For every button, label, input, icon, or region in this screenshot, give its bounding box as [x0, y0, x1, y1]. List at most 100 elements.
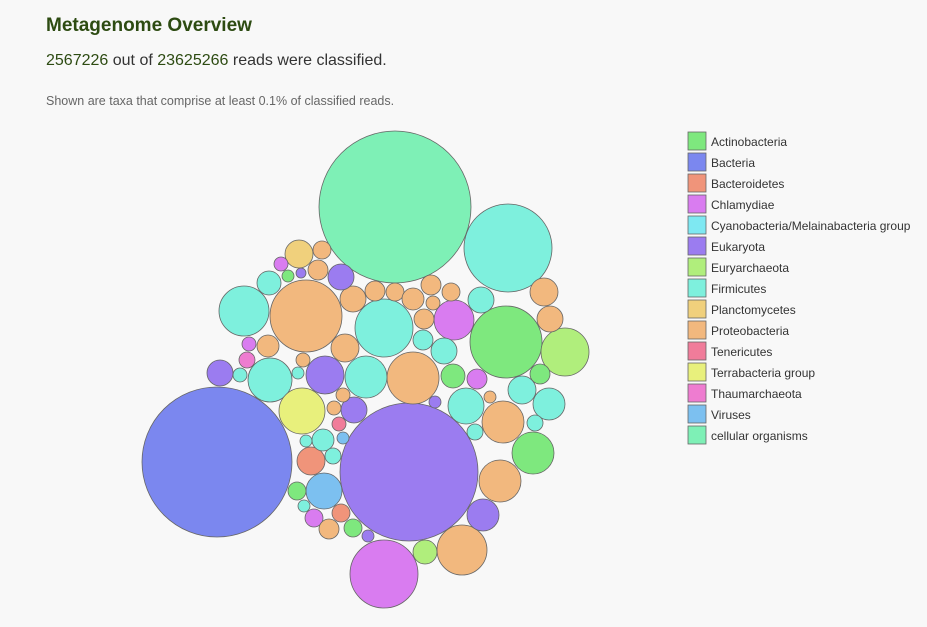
- bubble-tenericutes[interactable]: [331, 416, 347, 432]
- bubble-firmicutes[interactable]: [412, 329, 434, 351]
- bubble-proteobacteria[interactable]: [312, 240, 332, 260]
- bubble-planctomycetes[interactable]: [284, 239, 314, 269]
- legend-label-euryarchaeota: Euryarchaeota: [711, 261, 789, 275]
- bubble-firmicutes[interactable]: [447, 387, 485, 425]
- bubble-firmicutes[interactable]: [291, 366, 305, 380]
- legend-swatch-chlamydiae: [687, 194, 707, 214]
- bubble-proteobacteria[interactable]: [385, 282, 405, 302]
- bubble-actinobacteria[interactable]: [469, 305, 543, 379]
- bubble-proteobacteria[interactable]: [295, 352, 311, 368]
- bubble-proteobacteria[interactable]: [269, 279, 343, 353]
- bubble-eukaryota[interactable]: [361, 529, 375, 543]
- bubble-euryarchaeota[interactable]: [412, 539, 438, 565]
- classified-count: 2567226: [46, 52, 109, 69]
- bubble-chlamydiae[interactable]: [304, 508, 324, 528]
- bubble-bacteroidetes[interactable]: [296, 446, 326, 476]
- bubble-proteobacteria[interactable]: [335, 387, 351, 403]
- bubble-chlamydiae[interactable]: [273, 256, 289, 272]
- bubble-firmicutes[interactable]: [354, 298, 414, 358]
- bubble-firmicutes[interactable]: [467, 286, 495, 314]
- bubble-firmicutes[interactable]: [463, 203, 553, 293]
- bubble-terrabacteria-group[interactable]: [278, 387, 326, 435]
- bubble-proteobacteria[interactable]: [330, 333, 360, 363]
- total-count: 23625266: [157, 52, 229, 69]
- bubble-proteobacteria[interactable]: [529, 277, 559, 307]
- legend-label-terrabacteria-group: Terrabacteria group: [711, 366, 815, 380]
- bubble-eukaryota[interactable]: [327, 263, 355, 291]
- legend-label-cellular-organisms: cellular organisms: [711, 429, 808, 443]
- bubble-proteobacteria[interactable]: [478, 459, 522, 503]
- bubble-eukaryota[interactable]: [305, 355, 345, 395]
- bubble-proteobacteria[interactable]: [386, 351, 440, 405]
- bubble-firmicutes[interactable]: [344, 355, 388, 399]
- bubble-eukaryota[interactable]: [339, 402, 479, 542]
- bubble-proteobacteria[interactable]: [436, 524, 488, 576]
- bubble-actinobacteria[interactable]: [440, 363, 466, 389]
- bubble-actinobacteria[interactable]: [343, 518, 363, 538]
- bubble-actinobacteria[interactable]: [281, 269, 295, 283]
- legend-swatch-tenericutes: [687, 341, 707, 361]
- legend-swatch-eukaryota: [687, 236, 707, 256]
- bubble-viruses[interactable]: [305, 472, 343, 510]
- bubble-firmicutes[interactable]: [247, 357, 293, 403]
- legend-swatch-bacteroidetes: [687, 173, 707, 193]
- bubble-proteobacteria[interactable]: [364, 280, 386, 302]
- bubble-firmicutes[interactable]: [311, 428, 335, 452]
- legend-swatch-viruses: [687, 404, 707, 424]
- bubble-proteobacteria[interactable]: [401, 287, 425, 311]
- bubble-proteobacteria[interactable]: [420, 274, 442, 296]
- bubble-firmicutes[interactable]: [430, 337, 458, 365]
- bubble-eukaryota[interactable]: [295, 267, 307, 279]
- legend-label-proteobacteria: Proteobacteria: [711, 324, 789, 338]
- bubble-proteobacteria[interactable]: [425, 295, 441, 311]
- bubble-firmicutes[interactable]: [466, 423, 484, 441]
- bubble-proteobacteria[interactable]: [481, 400, 525, 444]
- legend-swatch-euryarchaeota: [687, 257, 707, 277]
- bubble-firmicutes[interactable]: [297, 499, 311, 513]
- bubble-firmicutes[interactable]: [532, 387, 566, 421]
- legend-swatch-planctomycetes: [687, 299, 707, 319]
- legend-label-bacteria: Bacteria: [711, 156, 755, 170]
- legend-label-cyanobacteria-melainabacteria-group: Cyanobacteria/Melainabacteria group: [711, 219, 911, 233]
- bubble-eukaryota[interactable]: [206, 359, 234, 387]
- bubble-bacteroidetes[interactable]: [331, 503, 351, 523]
- bubble-proteobacteria[interactable]: [483, 390, 497, 404]
- bubble-proteobacteria[interactable]: [307, 259, 329, 281]
- legend-swatch-cyanobacteria-melainabacteria-group: [687, 215, 707, 235]
- bubble-proteobacteria[interactable]: [413, 308, 435, 330]
- bubble-proteobacteria[interactable]: [326, 400, 342, 416]
- reads-text: reads were classified.: [232, 52, 387, 69]
- bubble-proteobacteria[interactable]: [536, 305, 564, 333]
- bubble-chlamydiae[interactable]: [349, 539, 419, 609]
- bubble-proteobacteria[interactable]: [441, 282, 461, 302]
- legend-swatch-firmicutes: [687, 278, 707, 298]
- classification-summary: 2567226 out of 23625266 reads were class…: [46, 52, 387, 70]
- bubble-proteobacteria[interactable]: [256, 334, 280, 358]
- bubble-proteobacteria[interactable]: [339, 285, 367, 313]
- bubble-actinobacteria[interactable]: [511, 431, 555, 475]
- bubble-chlamydiae[interactable]: [433, 299, 475, 341]
- bubble-firmicutes[interactable]: [256, 270, 282, 296]
- bubble-bacteria[interactable]: [141, 386, 293, 538]
- bubble-firmicutes[interactable]: [232, 367, 248, 383]
- legend-label-firmicutes: Firmicutes: [711, 282, 766, 296]
- bubble-chlamydiae[interactable]: [466, 368, 488, 390]
- out-of-text: out of: [112, 52, 153, 69]
- bubble-cellular-organisms[interactable]: [318, 130, 472, 284]
- bubble-thaumarchaeota[interactable]: [238, 351, 256, 369]
- bubble-eukaryota[interactable]: [466, 498, 500, 532]
- bubble-eukaryota[interactable]: [428, 395, 442, 409]
- bubble-firmicutes[interactable]: [324, 447, 342, 465]
- bubble-chlamydiae[interactable]: [241, 336, 257, 352]
- bubble-actinobacteria[interactable]: [529, 363, 551, 385]
- bubble-proteobacteria[interactable]: [318, 518, 340, 540]
- bubble-actinobacteria[interactable]: [287, 481, 307, 501]
- bubble-firmicutes[interactable]: [218, 285, 270, 337]
- bubble-euryarchaeota[interactable]: [540, 327, 590, 377]
- bubble-firmicutes[interactable]: [526, 414, 544, 432]
- bubble-firmicutes[interactable]: [507, 375, 537, 405]
- legend-swatch-cellular-organisms: [687, 425, 707, 445]
- bubble-viruses[interactable]: [336, 431, 350, 445]
- bubble-firmicutes[interactable]: [299, 434, 313, 448]
